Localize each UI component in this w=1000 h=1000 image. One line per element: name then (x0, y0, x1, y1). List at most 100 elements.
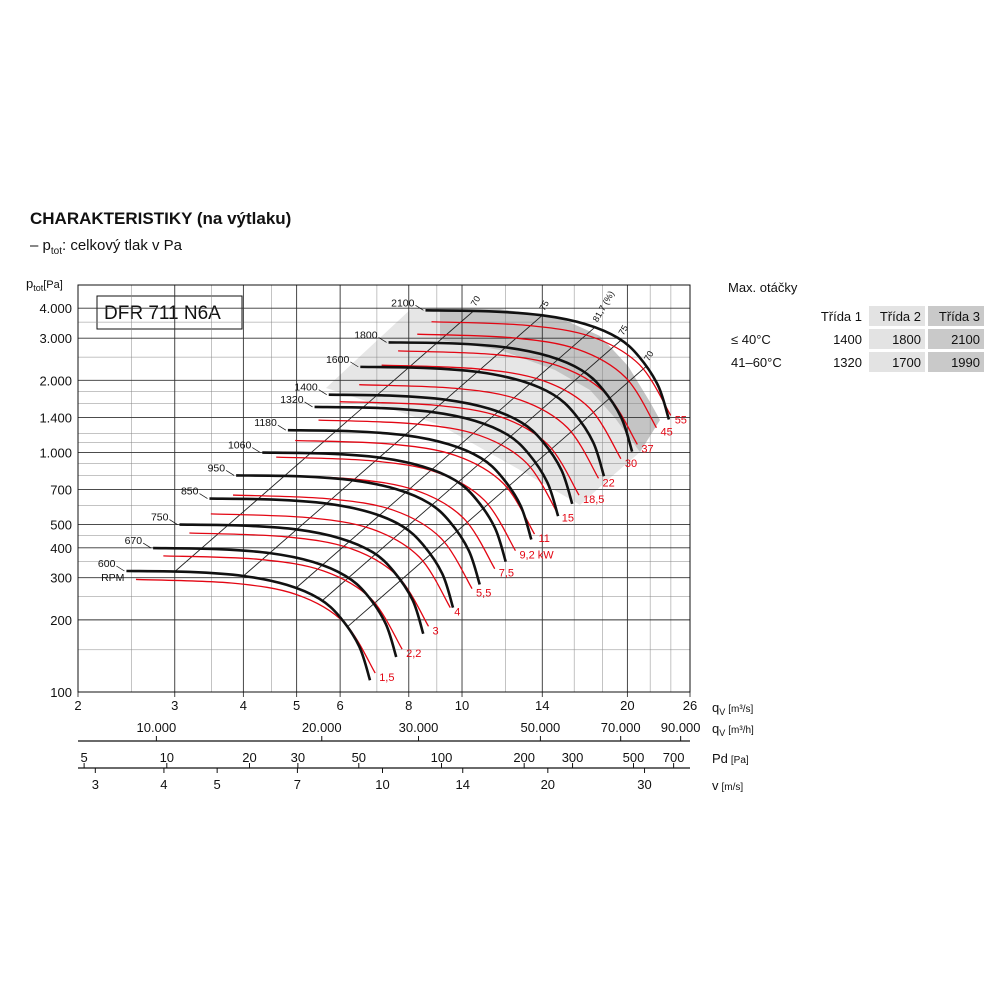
table-title: Max. otáčky (728, 280, 798, 295)
efficiency-label: 70 (642, 349, 656, 363)
secondary-tick-label: 20.000 (302, 720, 342, 735)
x-tick-label: 2 (74, 698, 81, 713)
secondary-tick-label: 200 (513, 750, 535, 765)
header: Třída 1 (820, 308, 862, 324)
axis-symbol: v (712, 778, 719, 793)
curve (126, 569, 372, 681)
axis-sub: V (719, 707, 725, 717)
axis-unit: [Pa] (43, 279, 63, 291)
x-tick-label: 26 (683, 698, 697, 713)
rpm-label: 1060 (228, 440, 252, 452)
rpm-label: 950 (208, 462, 226, 474)
header: Třída 3 (928, 306, 984, 326)
efficiency-line (347, 365, 648, 627)
curve (318, 419, 559, 515)
curve (339, 401, 580, 496)
curve (388, 341, 634, 453)
cell: 1990 (928, 352, 984, 372)
rpm-label: 1400 (294, 382, 318, 394)
curve (189, 532, 430, 627)
power-label: 55 (675, 414, 687, 426)
curve (135, 578, 376, 674)
y-axis-label: ptot[Pa] (26, 276, 63, 293)
x-tick-label: 6 (337, 698, 344, 713)
y-tick-label: 300 (50, 571, 72, 586)
power-label: 11 (539, 533, 550, 545)
axis-sub: tot (33, 283, 44, 293)
efficiency-line (296, 326, 596, 588)
curve (314, 405, 560, 517)
curve (210, 513, 451, 608)
axis-name: qV [m³/s] (712, 700, 753, 717)
curve (287, 428, 533, 540)
power-label: 22 (603, 477, 615, 489)
secondary-tick-label: 30 (291, 750, 305, 765)
leader (116, 565, 125, 572)
plot-frame (77, 284, 691, 693)
efficiency-line (322, 339, 622, 601)
row-label: 41–60°C (731, 354, 782, 370)
axis-unit: [m³/h] (728, 725, 754, 736)
power-label: 45 (660, 427, 672, 439)
y-tick-label: 100 (50, 685, 72, 700)
power-label: 5,5 (476, 588, 491, 600)
y-tick-label: 2.000 (39, 373, 72, 388)
leader (225, 470, 235, 476)
leader (318, 389, 327, 395)
speed-table: Max. otáčky Třída 1 Třída 2 Třída 3 ≤ 40°C… (728, 280, 987, 375)
y-tick-label: 1.400 (39, 410, 72, 425)
secondary-tick-label: 50 (352, 750, 366, 765)
secondary-tick-label: 10 (375, 777, 389, 792)
secondary-tick-label: 14 (456, 777, 470, 792)
secondary-tick-label: 20 (242, 750, 256, 765)
power-label: 18,5 (583, 494, 604, 506)
secondary-tick-label: 500 (623, 750, 645, 765)
x-tick-label: 10 (455, 698, 469, 713)
y-tick-label: 400 (50, 541, 72, 556)
curve (425, 309, 671, 420)
x-tick-label: 5 (293, 698, 300, 713)
curve (328, 393, 574, 505)
secondary-tick-label: 4 (160, 777, 167, 792)
cell: 1700 (869, 352, 925, 372)
power-label: 4 (454, 607, 460, 619)
secondary-tick-label: 100 (431, 750, 453, 765)
curve (381, 364, 622, 460)
power-label: 1,5 (379, 672, 394, 684)
axis-sub: V (719, 728, 725, 738)
subtitle-text: – p (30, 237, 51, 254)
x-tick-label: 3 (171, 698, 178, 713)
header: Třída 2 (869, 306, 925, 326)
subtitle-text: : celkový tlak v Pa (62, 237, 183, 254)
secondary-tick-label: 70.000 (601, 720, 641, 735)
axis-symbol: p (26, 276, 33, 291)
secondary-tick-label: 30.000 (399, 720, 439, 735)
y-tick-label: 4.000 (39, 301, 72, 316)
efficiency-label: 81,7 (%) (591, 289, 617, 323)
secondary-tick-label: 7 (294, 777, 301, 792)
secondary-tick-label: 5 (214, 777, 221, 792)
curve (153, 546, 398, 658)
cell: 1800 (869, 329, 925, 349)
row-label: ≤ 40°C (731, 331, 771, 347)
axis-name: Pd [Pa] (712, 751, 749, 766)
curve (179, 523, 425, 635)
curve (359, 384, 600, 479)
cell: 1400 (833, 331, 862, 347)
leader (252, 447, 261, 453)
leader (350, 361, 359, 368)
chart-subtitle: – ptot: celkový tlak v Pa (30, 237, 183, 257)
power-label: 3 (433, 625, 439, 637)
axis-symbol: Pd (712, 751, 728, 766)
rpm-unit: RPM (101, 572, 124, 584)
rpm-label: 670 (125, 535, 143, 547)
cell: 1320 (833, 354, 862, 370)
curve (236, 474, 481, 585)
leader (169, 519, 178, 525)
secondary-tick-label: 5 (81, 750, 88, 765)
rpm-label: 1180 (254, 417, 277, 429)
cell: 2100 (928, 329, 984, 349)
y-tick-label: 500 (50, 518, 72, 533)
leader (415, 305, 424, 311)
